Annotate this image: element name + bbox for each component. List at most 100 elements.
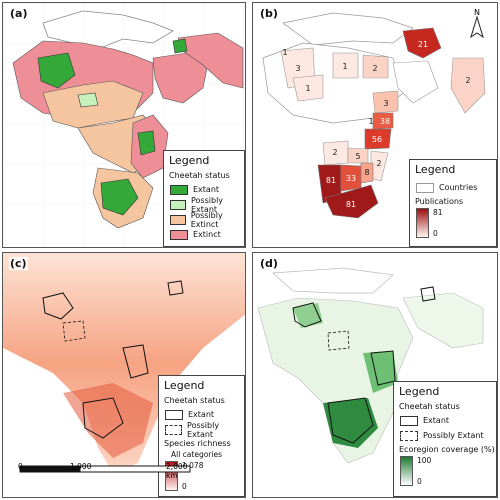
panel-a-legend: Legend Cheetah status Extant Possibly Ex… (163, 150, 245, 247)
north-arrow-label: N (474, 8, 480, 17)
legend-item-extant: Extant (400, 413, 496, 428)
legend-item-label: Possibly Extant (191, 195, 224, 214)
count-label-algeria: 3 (295, 64, 300, 73)
region-ethiopia (372, 90, 399, 114)
legend-item-label: Possibly Extant (187, 420, 220, 439)
region-kenya (372, 112, 394, 130)
panel-c-label: (c) (9, 257, 28, 270)
richness-surface (3, 253, 245, 473)
legend-item-possibly-extinct: Possibly Extinct (170, 211, 244, 229)
count-label-tanzania: 56 (372, 135, 382, 144)
region-mali (292, 74, 324, 102)
publications-gradient: 81 0 (416, 208, 496, 238)
north-arrow: N (470, 8, 484, 39)
cheetah-possibly-extant-outline-c1 (62, 320, 86, 342)
legend-item-label: Possibly Extant (423, 431, 484, 440)
possibly-extant-patch (77, 92, 99, 108)
count-label-india: 2 (465, 76, 470, 85)
legend-item-possibly-extant: Possibly Extant (165, 420, 244, 439)
region-iran (402, 27, 442, 59)
panel-b-legend: Legend Countries Publications 81 0 (409, 159, 497, 247)
panel-c: (c) Legend Cheetah status Extant Possibl… (2, 252, 246, 498)
legend-item-label: Extant (423, 416, 450, 425)
possibly-extant-outline-swatch (400, 430, 418, 441)
extinct-swatch (170, 229, 188, 240)
gradient-max-label: 100 (417, 456, 432, 465)
region-tanzania (364, 128, 392, 150)
legend-item-possibly-extant: Possibly Extant (170, 195, 244, 214)
cheetah-extant-outline-d4 (420, 286, 436, 302)
scale-bar-graphic (19, 465, 191, 473)
possibly-extinct-swatch (170, 214, 186, 225)
cheetah-extant-outline-c3 (82, 397, 124, 439)
count-label-egypt: 2 (372, 64, 377, 73)
cheetah-extant-outline-d1 (292, 302, 322, 328)
gradient-max-label: 1,078 (182, 461, 204, 470)
possibly-extant-swatch (170, 199, 186, 210)
count-label-uganda: 1 (368, 117, 373, 126)
extant-swatch (170, 184, 188, 195)
panel-c-legend: Legend Cheetah status Extant Possibly Ex… (158, 375, 245, 497)
count-label-morocco: 1 (282, 48, 287, 57)
legend-item-extant: Extant (165, 407, 244, 422)
legend-subtitle: Cheetah status (169, 171, 230, 180)
extant-patch-sahara (37, 52, 76, 89)
panel-a-label: (a) (9, 7, 29, 20)
legend-gradient-subtitle: All categories (171, 450, 222, 459)
panel-d-label: (d) (259, 257, 279, 270)
count-label-ethiopia: 3 (383, 99, 388, 108)
legend-gradient-title: Publications (415, 197, 464, 206)
count-label-libya: 1 (342, 62, 347, 71)
cheetah-extant-outline-c1 (42, 292, 74, 320)
count-label-zimbabwe: 8 (364, 168, 369, 177)
legend-title: Legend (169, 154, 210, 167)
panel-d-legend: Legend Cheetah status Extant Possibly Ex… (393, 381, 497, 497)
legend-subtitle: Cheetah status (164, 396, 225, 405)
count-label-mozambique: 2 (376, 159, 381, 168)
legend-item-label: Extant (188, 410, 215, 419)
count-label-angola: 2 (332, 148, 337, 157)
count-label-mali: 1 (305, 84, 310, 93)
gradient-min-label: 0 (417, 477, 422, 486)
legend-item-extinct: Extinct (170, 227, 244, 242)
count-label-botswana: 33 (346, 174, 356, 183)
legend-item-countries: Countries (416, 180, 496, 195)
cheetah-possibly-extant-outline-d1 (327, 330, 350, 351)
panel-b-label: (b) (259, 7, 279, 20)
legend-title: Legend (415, 163, 456, 176)
legend-item-label: Extant (193, 185, 220, 194)
gradient-bar (416, 208, 429, 238)
extant-patch-east (137, 130, 156, 156)
legend-item-possibly-extant: Possibly Extant (400, 428, 496, 443)
region-india (450, 57, 486, 114)
gradient-min-label: 0 (433, 229, 438, 238)
panel-b: N 3 1 1 1 2 21 2 3 38 1 56 2 5 2 8 81 33… (252, 2, 498, 248)
cheetah-extant-outline-d3 (327, 397, 374, 444)
count-label-kenya: 38 (380, 117, 390, 126)
legend-item-extant: Extant (170, 182, 244, 197)
region-libya (332, 52, 359, 79)
panel-a: (a) Legend Cheetah status Extant Possibl… (2, 2, 246, 248)
coverage-gradient: 100 0 (400, 456, 496, 486)
legend-title: Legend (164, 379, 205, 392)
legend-gradient-title: Ecoregion coverage (%) (399, 445, 495, 454)
gradient-max-label: 81 (433, 208, 443, 217)
map-a (3, 3, 245, 247)
legend-item-label: Countries (439, 183, 478, 192)
cheetah-extant-outline-c2 (122, 344, 149, 379)
region-egypt (362, 54, 389, 79)
cheetah-extant-outline-c4 (167, 280, 184, 296)
legend-item-label: Extinct (193, 230, 221, 239)
gradient-min-label: 0 (182, 482, 187, 491)
extant-patch-south (100, 178, 139, 216)
extant-outline-swatch (400, 415, 418, 426)
region-arabia (392, 60, 439, 104)
scale-label-1000: 1,000 (70, 462, 92, 471)
extant-patch-iran (172, 38, 188, 54)
scale-bar: 0 1,000 2,000 km (16, 460, 196, 490)
iran-india-region (177, 32, 244, 89)
countries-swatch (416, 182, 434, 193)
region-south-africa (324, 184, 379, 219)
panel-d: (d) Legend Cheetah status Extant Possibl… (252, 252, 498, 498)
gradient-bar (400, 456, 413, 486)
